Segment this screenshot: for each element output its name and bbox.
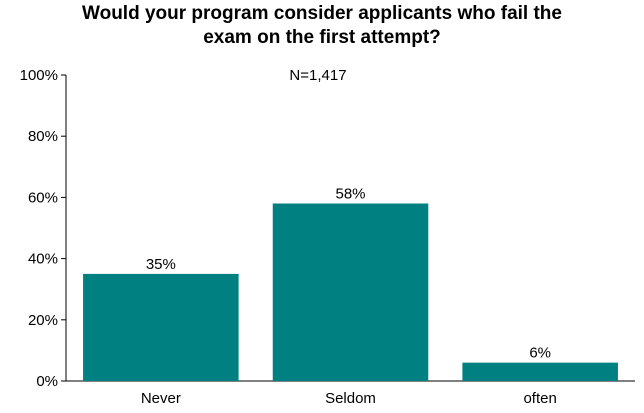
y-tick-label: 80% [28, 128, 58, 145]
y-tick-label: 0% [36, 373, 58, 390]
bar-often [462, 362, 618, 381]
x-axis-labels: Never Seldom often [141, 390, 557, 407]
y-tick-label: 20% [28, 312, 58, 329]
y-axis-ticks: 0% 20% 40% 60% 80% 100% [20, 67, 66, 390]
chart-title-line-2: exam on the first attempt? [203, 27, 441, 48]
chart-title-line-1: Would your program consider applicants w… [82, 3, 562, 24]
data-label: 35% [146, 256, 176, 273]
data-label: 58% [335, 186, 365, 203]
bar-seldom [272, 203, 429, 381]
data-label: 6% [529, 345, 551, 362]
y-tick-label: 60% [28, 189, 58, 206]
bars [83, 203, 618, 381]
chart-title: Would your program consider applicants w… [0, 2, 644, 50]
y-tick-label: 100% [20, 67, 58, 84]
bar-never [83, 273, 239, 381]
x-tick-label: often [523, 390, 556, 407]
y-tick-label: 40% [28, 251, 58, 268]
data-labels: 35% 58% 6% [146, 186, 551, 362]
chart-subtitle: N=1,417 [289, 67, 346, 84]
x-tick-label: Seldom [325, 390, 376, 407]
x-tick-label: Never [141, 390, 181, 407]
